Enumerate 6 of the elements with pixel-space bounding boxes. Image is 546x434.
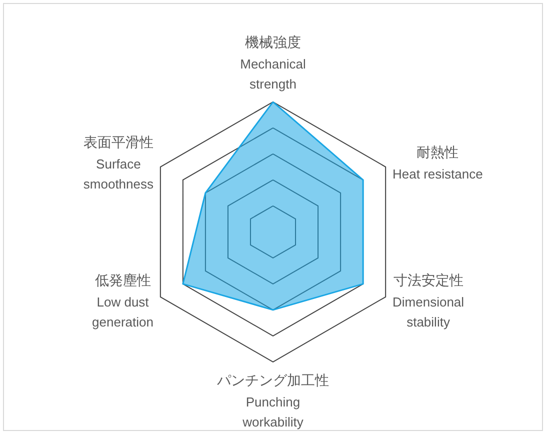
spoke-label: 耐熱性 Heat resistance — [392, 144, 483, 182]
spoke-label: 表面平滑性 Surface smoothness — [83, 134, 154, 192]
spoke-label: 寸法安定性 Dimensional stability — [392, 272, 464, 330]
spoke-label: 低発塵性 Low dust generation — [92, 272, 154, 330]
spoke-label: 機械強度 Mechanical strength — [240, 34, 306, 92]
spoke-label: パンチング加工性 Punching workability — [216, 372, 329, 430]
